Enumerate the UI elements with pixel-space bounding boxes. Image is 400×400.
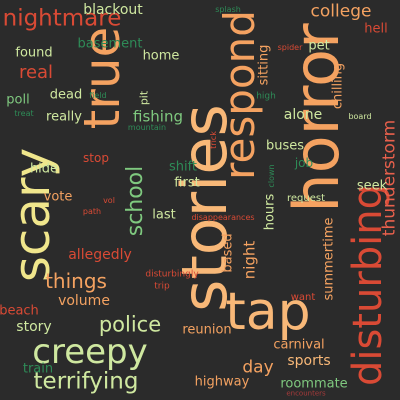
word-splash: splash — [215, 5, 241, 14]
word-stop: stop — [83, 151, 109, 165]
word-trick: trick — [209, 131, 218, 149]
word-job: job — [294, 156, 314, 170]
word-based: based — [220, 233, 236, 273]
word-things: things — [45, 269, 107, 293]
word-blackout: blackout — [83, 2, 143, 18]
word-alone: alone — [283, 107, 323, 123]
word-night: night — [240, 240, 259, 280]
word-hide: hide — [29, 161, 59, 177]
word-college: college — [310, 1, 372, 22]
word-disappearances: disappearances — [191, 213, 255, 222]
word-tap: tap — [225, 282, 311, 342]
word-vote: vote — [43, 189, 73, 205]
word-board: board — [348, 112, 372, 121]
word-request: request — [286, 193, 326, 204]
word-found: found — [15, 45, 53, 61]
word-buses: buses — [265, 138, 305, 154]
word-treat: treat — [14, 109, 34, 118]
word-vol: vol — [103, 196, 115, 205]
word-story: story — [16, 319, 52, 335]
word-hours: hours — [262, 193, 278, 231]
word-sitting: sitting — [256, 44, 272, 86]
word-field: field — [89, 91, 107, 100]
word-trip: trip — [154, 281, 170, 292]
word-real: real — [18, 62, 54, 83]
word-volume: volume — [58, 293, 110, 309]
word-beach: beach — [0, 303, 39, 319]
word-roommate: roommate — [280, 376, 348, 392]
word-last: last — [152, 207, 176, 223]
word-first: first — [174, 175, 200, 191]
word-fishing: fishing — [133, 107, 183, 126]
word-highway: highway — [194, 374, 250, 390]
word-school: school — [123, 165, 148, 237]
word-carnival: carnival — [273, 337, 325, 353]
word-pit: pit — [137, 90, 151, 106]
word-path: path — [82, 207, 102, 216]
word-high: high — [256, 91, 276, 102]
word-day: day — [242, 357, 274, 378]
word-pet: pet — [308, 38, 330, 54]
word-spider: spider — [277, 43, 303, 52]
word-terrifying: terrifying — [33, 368, 139, 395]
word-chilling: chilling — [330, 62, 346, 110]
word-poll: poll — [6, 92, 30, 108]
word-want: want — [290, 292, 316, 303]
word-seek: seek — [356, 178, 388, 194]
word-hell: hell — [364, 21, 388, 37]
word-allegedly: allegedly — [68, 247, 132, 263]
word-disturbingly: disturbingly — [145, 269, 199, 280]
word-sports: sports — [287, 353, 331, 369]
word-respond: respond — [215, 10, 264, 180]
word-train: train — [22, 361, 54, 377]
word-summertime: summertime — [321, 217, 337, 301]
word-really: really — [46, 109, 82, 125]
word-dead: dead — [49, 87, 83, 103]
word-creepy: creepy — [32, 332, 148, 372]
word-mountain: mountain — [127, 123, 167, 132]
word-basement: basement — [77, 36, 143, 52]
word-nightmare: nightmare — [2, 5, 122, 32]
word-clown: clown — [267, 164, 276, 188]
word-reunion: reunion — [182, 322, 232, 338]
word-encounters: encounters — [286, 389, 326, 398]
word-police: police — [98, 312, 162, 337]
word-home: home — [142, 48, 180, 64]
word-shift: shift — [168, 159, 198, 175]
